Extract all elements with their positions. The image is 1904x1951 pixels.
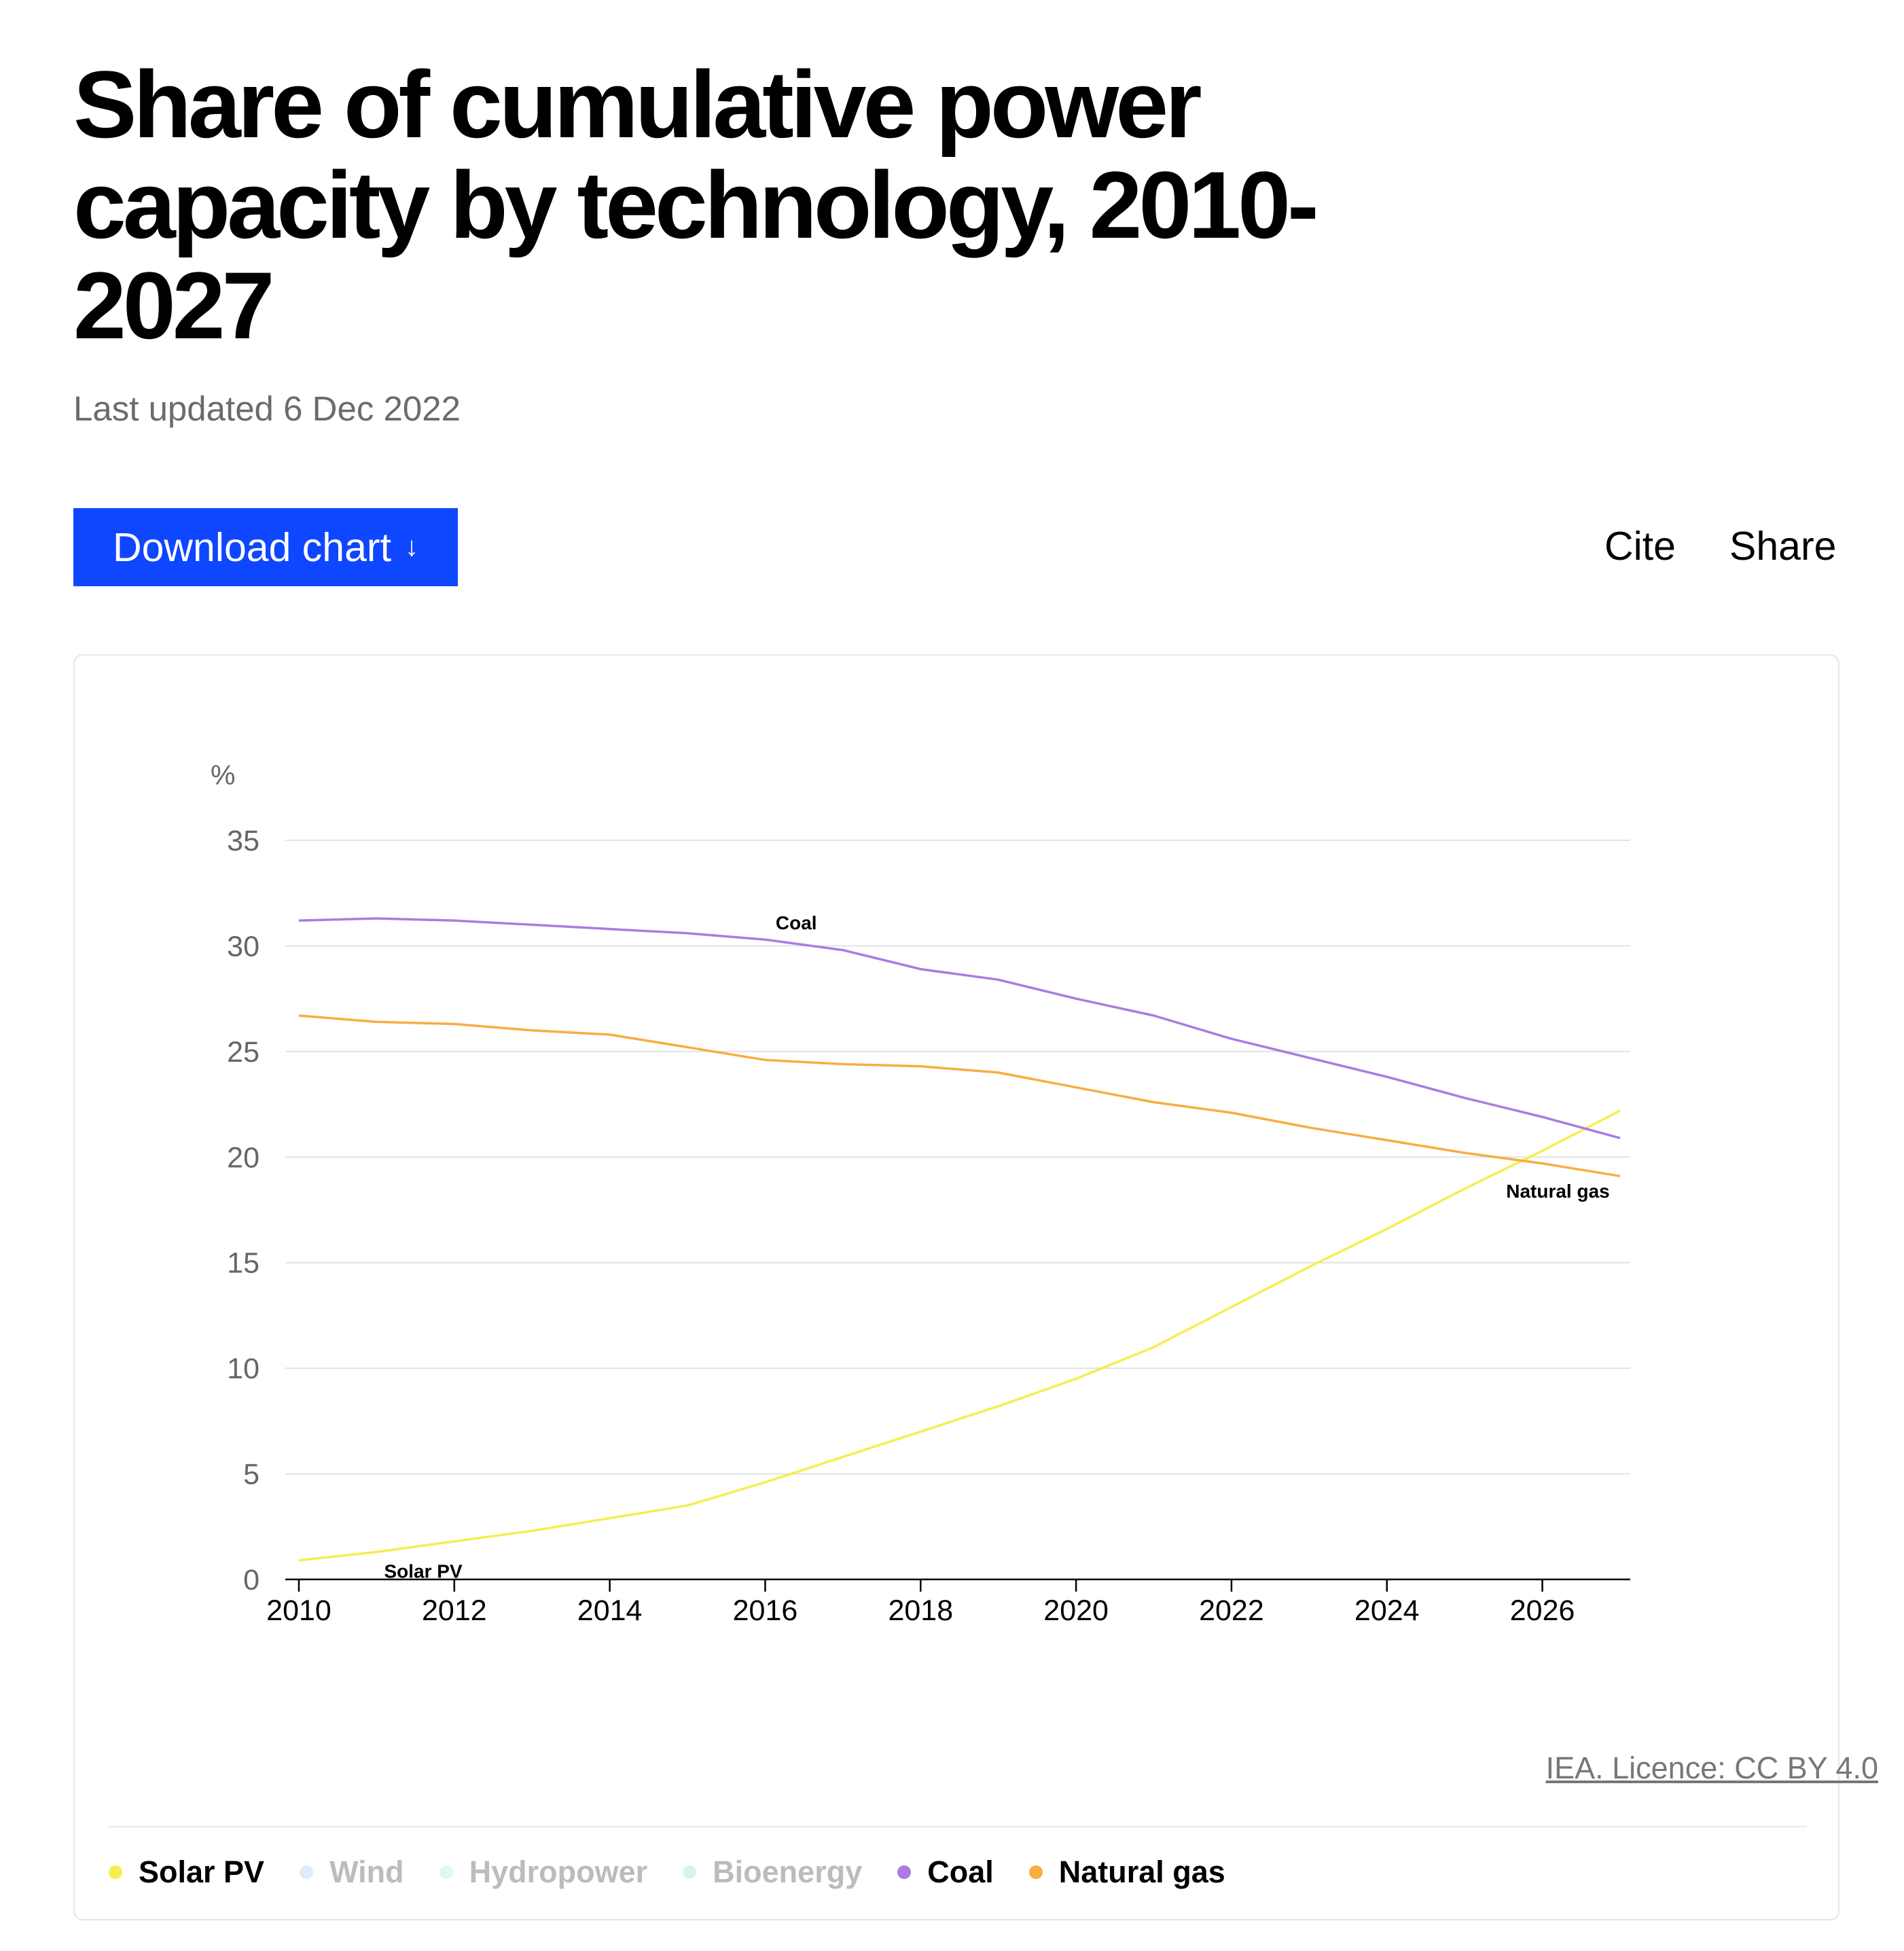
series-label-natural-gas: Natural gas <box>1506 1181 1610 1202</box>
legend-item-bioenergy[interactable]: Bioenergy <box>683 1855 862 1890</box>
legend-label: Coal <box>927 1855 994 1889</box>
legend-dot-icon <box>300 1865 314 1879</box>
legend-label: Hydropower <box>469 1855 648 1889</box>
legend-item-solar-pv[interactable]: Solar PV <box>109 1855 264 1890</box>
series-line-coal <box>298 917 1621 1139</box>
download-chart-label: Download chart <box>113 524 391 570</box>
legend-label: Wind <box>329 1855 404 1889</box>
licence-link[interactable]: IEA. Licence: CC BY 4.0 <box>1545 1751 1878 1785</box>
series-line-natural-gas <box>298 1014 1621 1178</box>
legend-dot-icon <box>109 1865 122 1879</box>
legend-dot-icon <box>439 1865 453 1879</box>
series-label-coal: Coal <box>776 912 817 933</box>
x-tick-label: 2020 <box>1043 1594 1109 1627</box>
legend: Solar PV Wind Hydropower Bioenergy Coal Natur… <box>109 1855 1261 1890</box>
x-tick-label: 2012 <box>422 1594 487 1627</box>
download-arrow-icon: ↓ <box>404 532 418 562</box>
y-tick-label: 5 <box>243 1458 259 1491</box>
y-axis-unit-label: % <box>211 759 235 791</box>
y-tick-label: 25 <box>227 1036 259 1069</box>
legend-label: Natural gas <box>1058 1855 1225 1889</box>
legend-dot-icon <box>1028 1865 1043 1879</box>
y-tick-label: 20 <box>227 1141 259 1174</box>
y-tick-label: 0 <box>243 1564 259 1596</box>
page-title: Share of cumulative power capacity by te… <box>73 51 1319 359</box>
legend-dot-icon <box>683 1865 697 1879</box>
y-tick-label: 30 <box>227 930 259 963</box>
y-tick-label: 10 <box>227 1353 259 1385</box>
legend-label: Bioenergy <box>713 1855 863 1889</box>
legend-item-coal[interactable]: Coal <box>897 1855 994 1890</box>
share-link[interactable]: Share <box>1729 524 1837 569</box>
download-chart-button[interactable]: Download chart ↓ <box>73 508 458 586</box>
x-tick-label: 2026 <box>1510 1594 1575 1627</box>
x-tick-label: 2018 <box>888 1594 953 1627</box>
legend-dot-icon <box>897 1865 912 1879</box>
series-line-solar-pv <box>298 1109 1621 1562</box>
legend-item-natural-gas[interactable]: Natural gas <box>1028 1855 1225 1890</box>
y-tick-label: 15 <box>227 1247 259 1280</box>
x-tick-label: 2014 <box>577 1594 643 1627</box>
legend-label: Solar PV <box>139 1855 265 1889</box>
legend-item-wind[interactable]: Wind <box>300 1855 404 1890</box>
y-tick-label: 35 <box>227 825 259 857</box>
series-label-solar-pv: Solar PV <box>384 1561 462 1582</box>
legend-item-hydropower[interactable]: Hydropower <box>439 1855 648 1890</box>
legend-divider <box>109 1826 1807 1827</box>
x-tick-label: 2010 <box>266 1594 331 1627</box>
cite-link[interactable]: Cite <box>1604 524 1676 569</box>
line-chart: % 0 5 10 15 20 25 30 35 2010 2012 2014 2016 2018 2020 2… <box>211 759 1630 1627</box>
x-tick-label: 2024 <box>1354 1594 1420 1627</box>
chart-card: % 0 5 10 15 20 25 30 35 2010 2012 2014 2016 2018 2020 2… <box>73 654 1878 1920</box>
x-tick-label: 2016 <box>733 1594 798 1627</box>
last-updated: Last updated 6 Dec 2022 <box>73 389 461 428</box>
x-tick-label: 2022 <box>1199 1594 1264 1627</box>
